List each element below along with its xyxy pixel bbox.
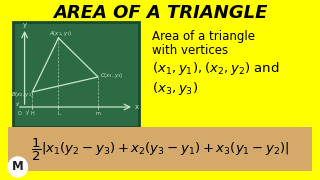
Text: $(x_3, y_3)$: $(x_3, y_3)$ — [152, 80, 198, 96]
Text: Area of a triangle: Area of a triangle — [152, 30, 255, 42]
Text: $A(x_1,y_1)$: $A(x_1,y_1)$ — [49, 28, 72, 37]
Text: $C(x_3,y_3)$: $C(x_3,y_3)$ — [100, 71, 123, 80]
FancyBboxPatch shape — [8, 127, 312, 171]
Text: with vertices: with vertices — [152, 44, 228, 57]
Text: H: H — [30, 111, 34, 116]
Text: x': x' — [16, 102, 20, 107]
Text: m: m — [96, 111, 100, 116]
Text: x: x — [135, 104, 139, 110]
Text: M: M — [12, 161, 24, 174]
Text: AREA OF A TRIANGLE: AREA OF A TRIANGLE — [53, 4, 267, 22]
FancyBboxPatch shape — [13, 22, 139, 127]
Text: y': y' — [26, 109, 31, 114]
Text: L: L — [57, 111, 60, 116]
Circle shape — [8, 157, 28, 177]
Text: $B(x_2,y_2)$: $B(x_2,y_2)$ — [11, 89, 34, 98]
Text: O: O — [18, 111, 22, 116]
Text: y: y — [22, 22, 27, 28]
Text: $\dfrac{1}{2}\left|x_1(y_2 - y_3) + x_2(y_3 - y_1) + x_3(y_1 - y_2)\right|$: $\dfrac{1}{2}\left|x_1(y_2 - y_3) + x_2(… — [31, 137, 289, 163]
Text: $(x_1, y_1),(x_2, y_2)$ and: $(x_1, y_1),(x_2, y_2)$ and — [152, 60, 280, 76]
